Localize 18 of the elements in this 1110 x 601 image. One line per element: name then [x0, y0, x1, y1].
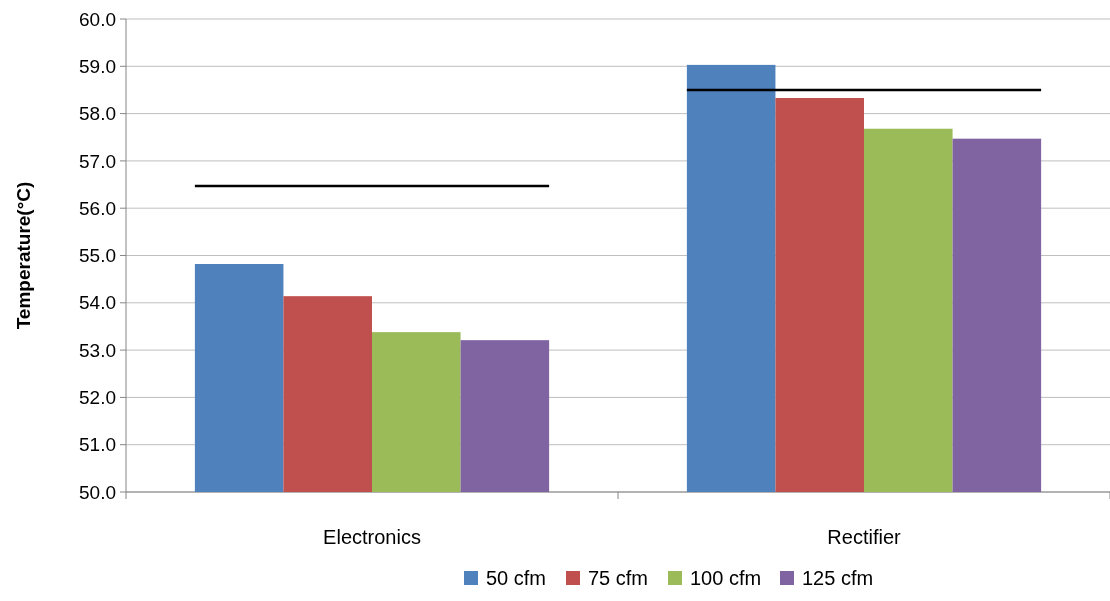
- legend-label: 75 cfm: [588, 567, 649, 589]
- y-tick-label: 56.0: [79, 197, 116, 219]
- x-tick-label: Electronics: [323, 526, 421, 548]
- legend-label: 100 cfm: [690, 567, 762, 589]
- legend-label: 125 cfm: [802, 567, 874, 589]
- y-axis-title: Temperature(°C): [13, 181, 34, 330]
- y-tick-label: 55.0: [79, 245, 116, 267]
- y-tick-label: 59.0: [79, 55, 116, 77]
- y-tick-label: 53.0: [79, 339, 116, 361]
- y-tick-label: 57.0: [79, 150, 116, 172]
- y-tick-label: 51.0: [79, 434, 116, 456]
- y-tick-label: 50.0: [79, 481, 116, 503]
- y-tick-label: 52.0: [79, 387, 116, 409]
- legend-label: 50 cfm: [486, 567, 547, 589]
- x-tick-label: Rectifier: [827, 526, 902, 548]
- y-tick-label: 54.0: [79, 292, 116, 314]
- y-tick-label: 58.0: [79, 103, 116, 125]
- y-tick-label: 60.0: [79, 8, 116, 30]
